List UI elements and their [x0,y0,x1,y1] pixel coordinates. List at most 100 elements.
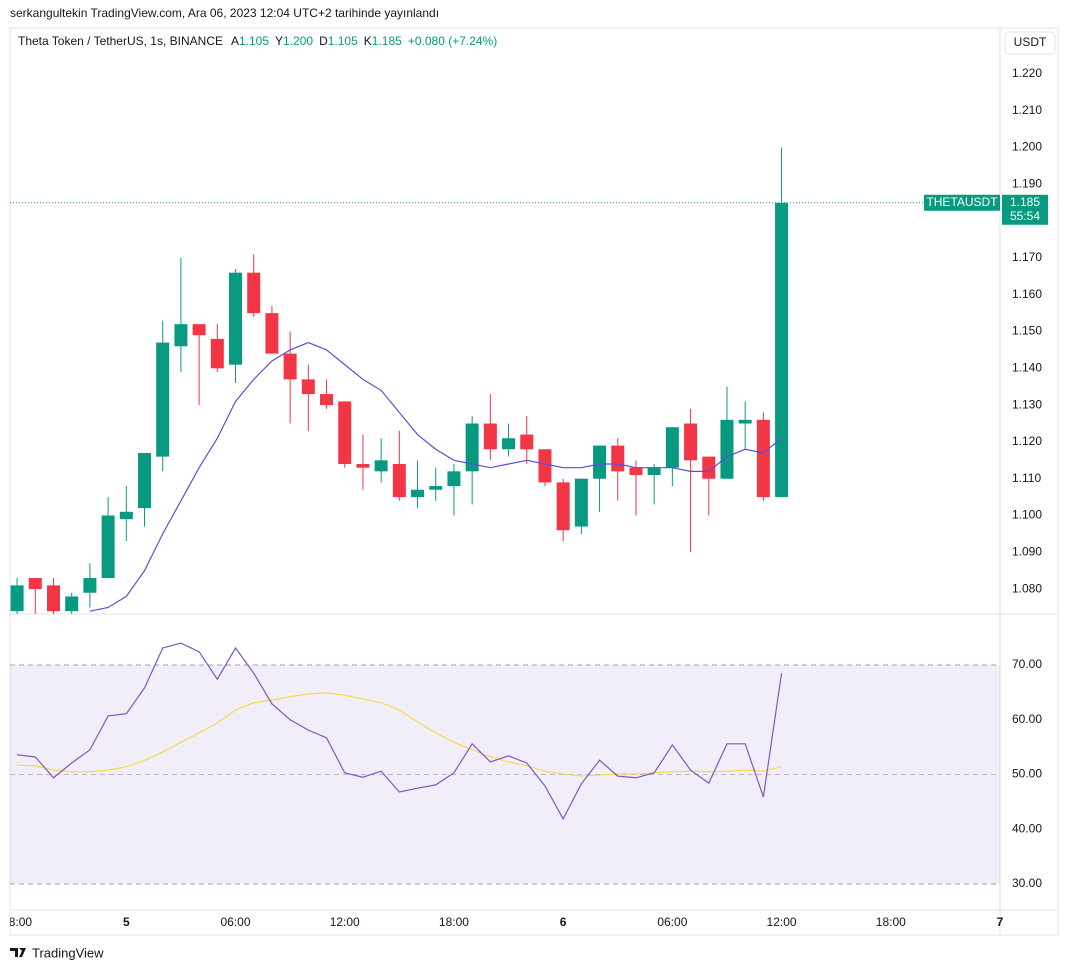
candle-body [192,324,206,336]
candle-body [447,471,461,487]
candle-body [411,489,425,498]
candle-body [229,272,243,365]
currency[interactable]: USDT [1014,35,1047,49]
candle-body [283,353,297,380]
x-tick-label: 12:00 [330,915,360,929]
candle-body [502,438,516,450]
y-tick-label: 30.00 [1012,876,1042,890]
legend-text: 1.185 [372,34,402,48]
price-tag-symbol-bg [924,194,1000,211]
candle-body [629,467,643,476]
y-tick-label: 1.160 [1012,287,1042,301]
candle-body [156,342,170,457]
y-tick-label: 1.140 [1012,361,1042,375]
price-tag-countdown: 55:54 [1010,209,1040,223]
legend-text: Theta Token / TetherUS, 1s, BINANCE [18,34,223,48]
legend-text: 1.105 [328,34,358,48]
legend-text: Y [275,34,283,48]
y-tick-label: 1.120 [1012,434,1042,448]
x-tick-label: 06:00 [657,915,687,929]
candle-body [374,460,388,472]
candle-body [47,585,61,612]
candle-body [210,338,224,369]
x-tick-label: 12:00 [767,915,797,929]
candle-body [465,423,479,472]
candle-body [356,463,370,468]
axes: 1.220 1.210 1.200 1.190 1.170 1.160 1.150 1.140… [924,66,1048,890]
x-tick-label: 6 [560,915,567,929]
pane-main [10,147,1000,614]
y-tick-label: 1.220 [1012,66,1042,80]
candle-body [520,434,534,450]
price-tag-label: 1.185 [1010,195,1040,209]
candle-body [101,515,115,579]
rsi-line [17,642,783,821]
time-axis: 18:00 5 06:00 12:00 18:00 6 06:00 12:00 18:00 7 [2,915,1004,929]
candle-body [392,463,406,498]
candle-body [756,419,770,498]
legend-text: 1.200 [283,34,313,48]
candle-body [320,394,334,406]
candle-body [10,585,24,612]
candle-body [665,427,679,468]
x-tick-label: 7 [997,915,1004,929]
y-tick-label: 1.090 [1012,544,1042,558]
y-tick-label: 1.190 [1012,177,1042,191]
currency-button[interactable] [1004,31,1056,55]
y-tick-label: 1.080 [1012,581,1042,595]
y-tick-label: 1.110 [1012,471,1041,485]
x-tick-label: 18:00 [876,915,906,929]
legend-text: A [231,34,239,48]
candle-body [593,445,607,479]
candle-body [647,467,661,476]
candle-body [702,456,716,479]
legend-text: +0.080 (+7.24%) [408,34,497,48]
frame [9,27,1059,936]
candle-body [28,578,42,590]
candle-body [119,511,133,520]
candle-body [338,401,352,464]
candle-body [738,419,752,424]
candle-body [65,596,79,612]
y-tick-label: 1.170 [1012,250,1042,264]
candle-body [429,486,443,490]
candle-body [556,482,570,531]
x-tick-label: 18:00 [2,915,32,929]
y-tick-label: 70.00 [1012,657,1042,671]
x-tick-label: 06:00 [221,915,251,929]
moving-average [89,341,782,612]
legend-text: 1.105 [239,34,269,48]
brand-logo [10,948,26,957]
y-tick-label: 40.00 [1012,821,1042,835]
candle-body [83,578,97,593]
candle-body [138,452,152,509]
y-tick-label: 1.200 [1012,140,1042,154]
legend: Theta Token / TetherUS, 1s, BINANCE A1.10… [18,34,497,48]
caption: serkangultekin TradingView.com, Ara 06, … [10,6,439,20]
candle-body [611,445,625,472]
y-tick-label: 1.210 [1012,103,1042,117]
candle-body [483,423,497,450]
candle-body [574,478,588,527]
candle-body [684,423,698,461]
x-tick-label: 18:00 [439,915,469,929]
y-tick-label: 1.150 [1012,324,1042,338]
x-tick-label: 5 [123,915,130,929]
candle-body [720,419,734,479]
candle-body [174,324,188,347]
candle-body [247,272,261,314]
candle-body [538,449,552,483]
y-tick-label: 50.00 [1012,767,1042,781]
price-tag-bg [1002,194,1048,225]
pane-rsi [10,642,1000,885]
y-tick-label: 1.130 [1012,397,1042,411]
candle-body [301,379,315,395]
price-tag-symbol: THETAUSDT [926,195,998,209]
y-tick-label: 1.100 [1012,508,1042,522]
brand: TradingView [32,945,104,960]
legend-text: D [319,34,328,48]
candle-body [265,313,279,354]
y-tick-label: 60.00 [1012,712,1042,726]
